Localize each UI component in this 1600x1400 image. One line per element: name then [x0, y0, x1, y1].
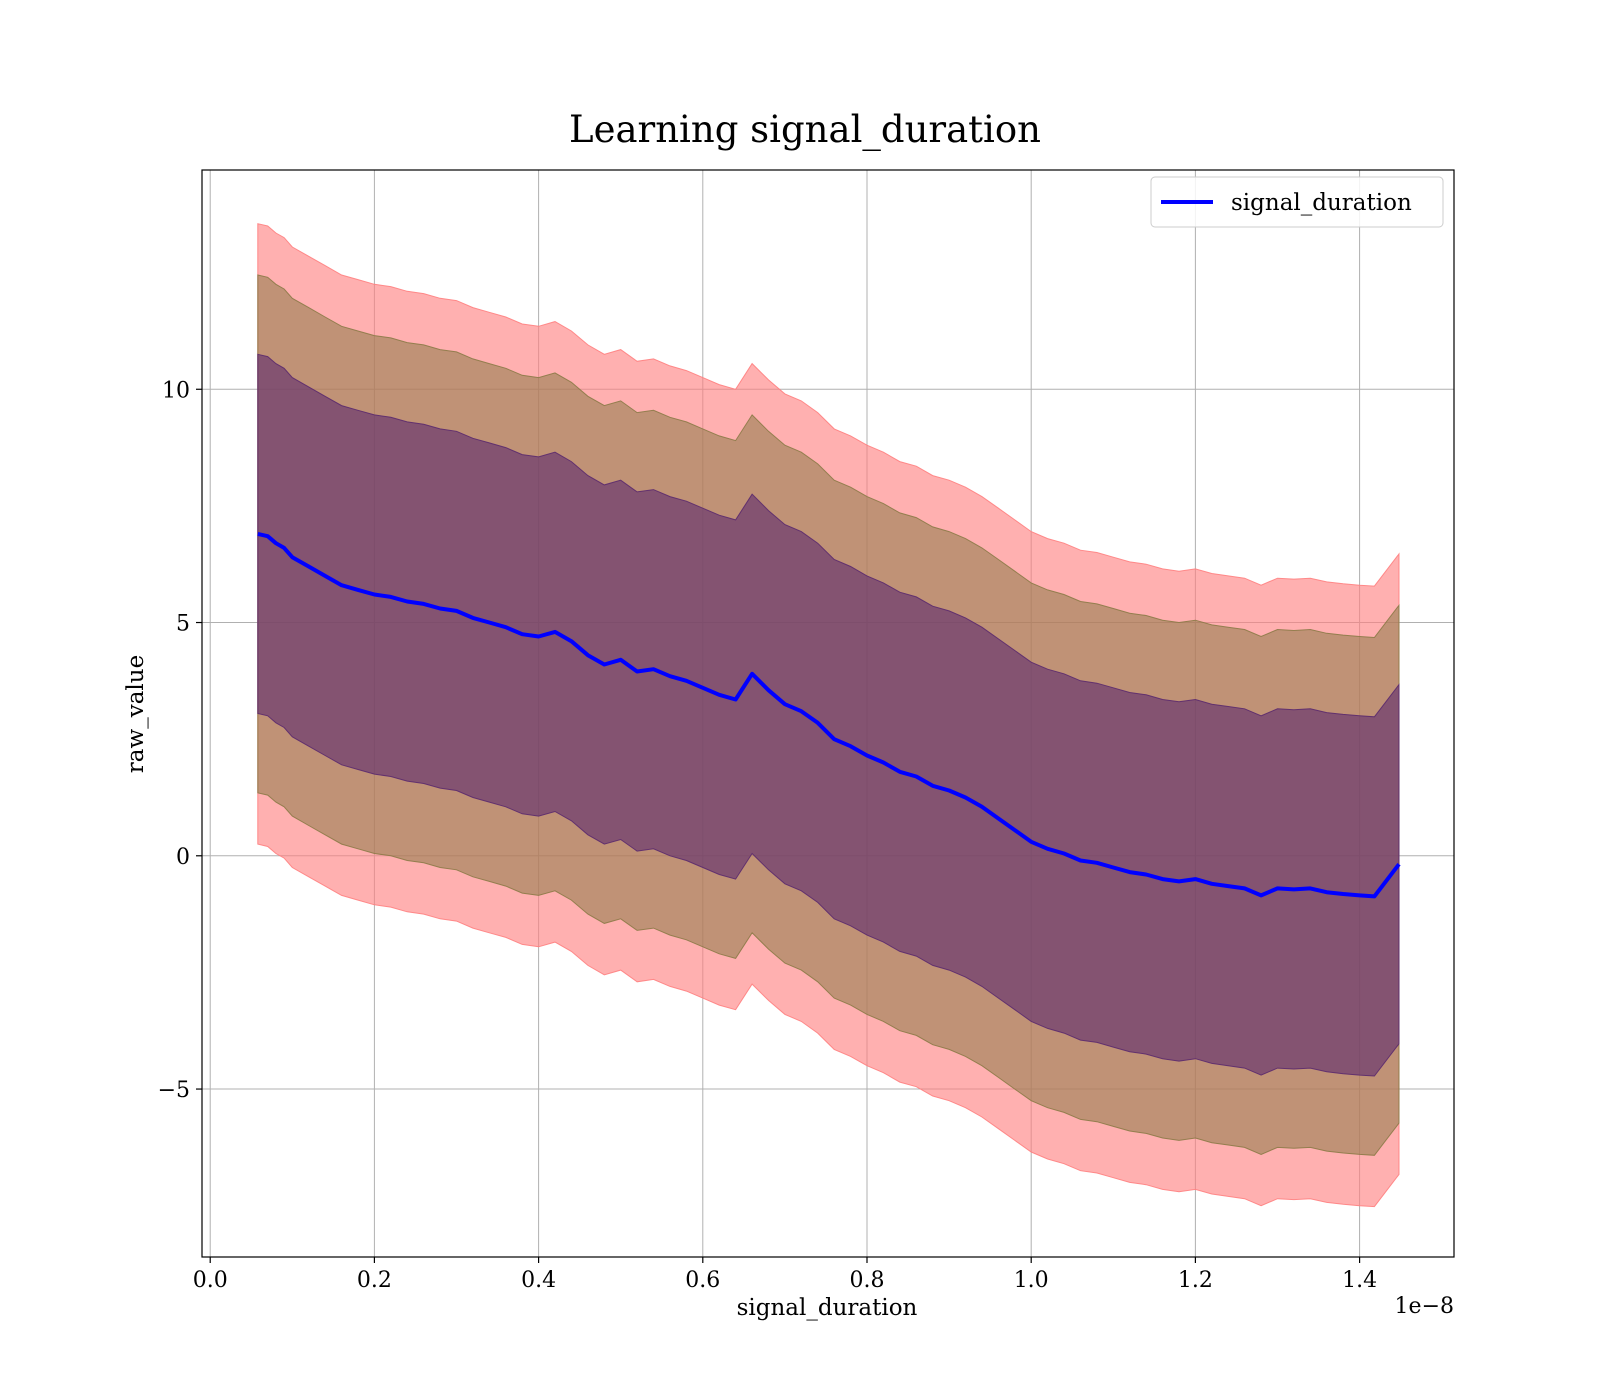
y-ticks: −5 0 5 10 [158, 378, 202, 1103]
x-tick-label: 1.0 [1014, 1268, 1049, 1293]
series-lines [257, 531, 1401, 899]
x-tick-label: 1.2 [1178, 1268, 1213, 1293]
y-tick-label: 5 [176, 612, 190, 637]
x-tick-label: 0.6 [685, 1268, 720, 1293]
x-ticks: 0.0 0.2 0.4 0.6 0.8 1.0 1.2 1.4 [193, 1257, 1377, 1293]
y-tick-label: 10 [162, 378, 190, 403]
y-axis-label: raw_value [123, 655, 149, 773]
band-1-sigma [257, 353, 1400, 1077]
x-tick-label: 0.2 [357, 1268, 392, 1293]
x-tick-label: 1.4 [1342, 1268, 1377, 1293]
plot-frame [201, 169, 1455, 1258]
y-tick-label: −5 [158, 1078, 190, 1103]
x-tick-label: 0.4 [521, 1268, 556, 1293]
y-tick-label: 0 [176, 845, 190, 870]
chart-title: Learning signal_duration [569, 108, 1041, 152]
legend-label: signal_duration [1231, 190, 1412, 216]
series-line-signal-duration [257, 531, 1401, 899]
confidence-bands [257, 223, 1400, 1208]
x-axis-label: signal_duration [737, 1295, 918, 1321]
x-tick-label: 0.8 [849, 1268, 884, 1293]
legend-box [1150, 176, 1444, 228]
x-tick-label: 0.0 [193, 1268, 228, 1293]
x-offset-label: 1e−8 [1395, 1294, 1454, 1319]
legend: signal_duration [1150, 176, 1444, 228]
